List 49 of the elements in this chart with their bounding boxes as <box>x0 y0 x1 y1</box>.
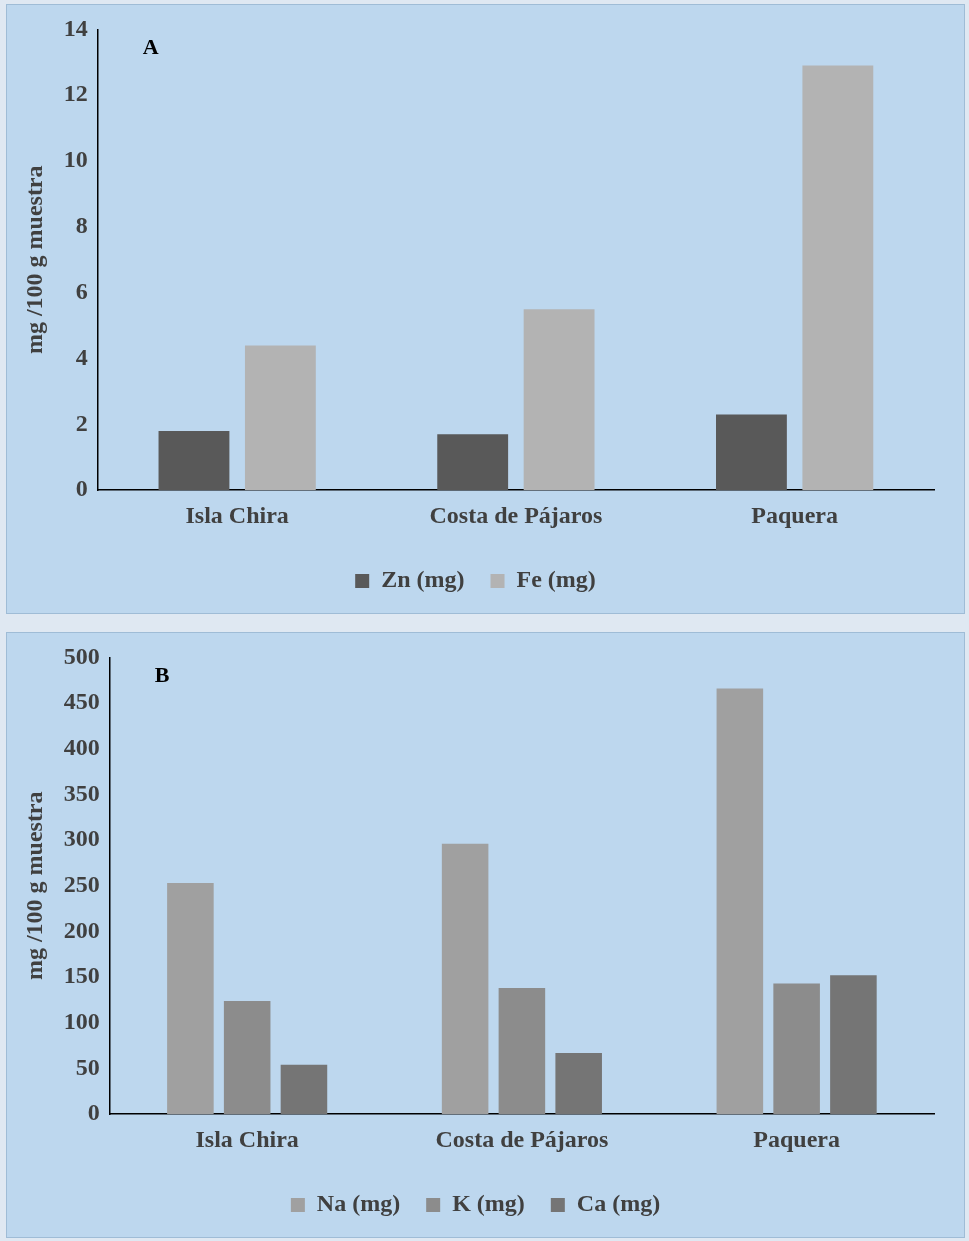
annotation: A <box>142 34 159 60</box>
bar <box>244 345 316 491</box>
bar <box>437 434 509 491</box>
y-tick-label: 6 <box>75 277 88 304</box>
x-tick-label: Paquera <box>753 1125 840 1152</box>
bar <box>716 414 787 491</box>
y-tick-label: 0 <box>87 1099 100 1126</box>
x-tick-label: Costa de Pájaros <box>429 501 603 528</box>
y-tick-label: 150 <box>63 962 100 989</box>
y-tick-label: 200 <box>63 916 100 943</box>
bar <box>773 983 820 1115</box>
y-tick-label: 10 <box>63 146 88 173</box>
y-tick-label: 350 <box>63 779 100 806</box>
bar <box>830 975 877 1115</box>
bar <box>523 309 595 491</box>
legend-label: Ca (mg) <box>576 1190 661 1217</box>
legend-label: Na (mg) <box>316 1190 401 1217</box>
y-tick-label: 8 <box>75 212 88 239</box>
bar <box>441 843 489 1115</box>
bar <box>167 883 214 1115</box>
x-tick-label: Costa de Pájaros <box>435 1125 609 1152</box>
legend-label: Zn (mg) <box>381 566 465 593</box>
y-axis-title: mg /100 g muestra <box>20 165 47 355</box>
y-tick-label: 50 <box>75 1053 100 1080</box>
y-tick-label: 2 <box>75 409 88 436</box>
y-tick-label: 400 <box>63 733 100 760</box>
bar <box>223 1000 271 1115</box>
x-tick-label: Isla Chira <box>185 501 289 528</box>
bar <box>716 688 764 1115</box>
y-tick-label: 4 <box>75 343 88 370</box>
bar <box>555 1052 602 1115</box>
annotation: B <box>154 662 170 688</box>
legend-label: K (mg) <box>452 1190 525 1217</box>
bar <box>158 430 230 491</box>
y-tick-label: 0 <box>75 475 88 502</box>
y-tick-label: 100 <box>63 1008 100 1035</box>
x-tick-label: Isla Chira <box>195 1125 299 1152</box>
bar <box>498 988 546 1115</box>
y-axis-title: mg /100 g muestra <box>20 791 47 981</box>
bar <box>280 1064 328 1115</box>
bar <box>802 65 874 491</box>
y-tick-label: 450 <box>63 688 100 715</box>
y-tick-label: 300 <box>63 825 100 852</box>
y-tick-label: 14 <box>63 14 88 41</box>
y-tick-label: 12 <box>63 80 88 107</box>
x-tick-label: Paquera <box>751 501 838 528</box>
legend-label: Fe (mg) <box>516 566 596 593</box>
y-tick-label: 250 <box>63 871 100 897</box>
y-tick-label: 500 <box>63 642 100 669</box>
